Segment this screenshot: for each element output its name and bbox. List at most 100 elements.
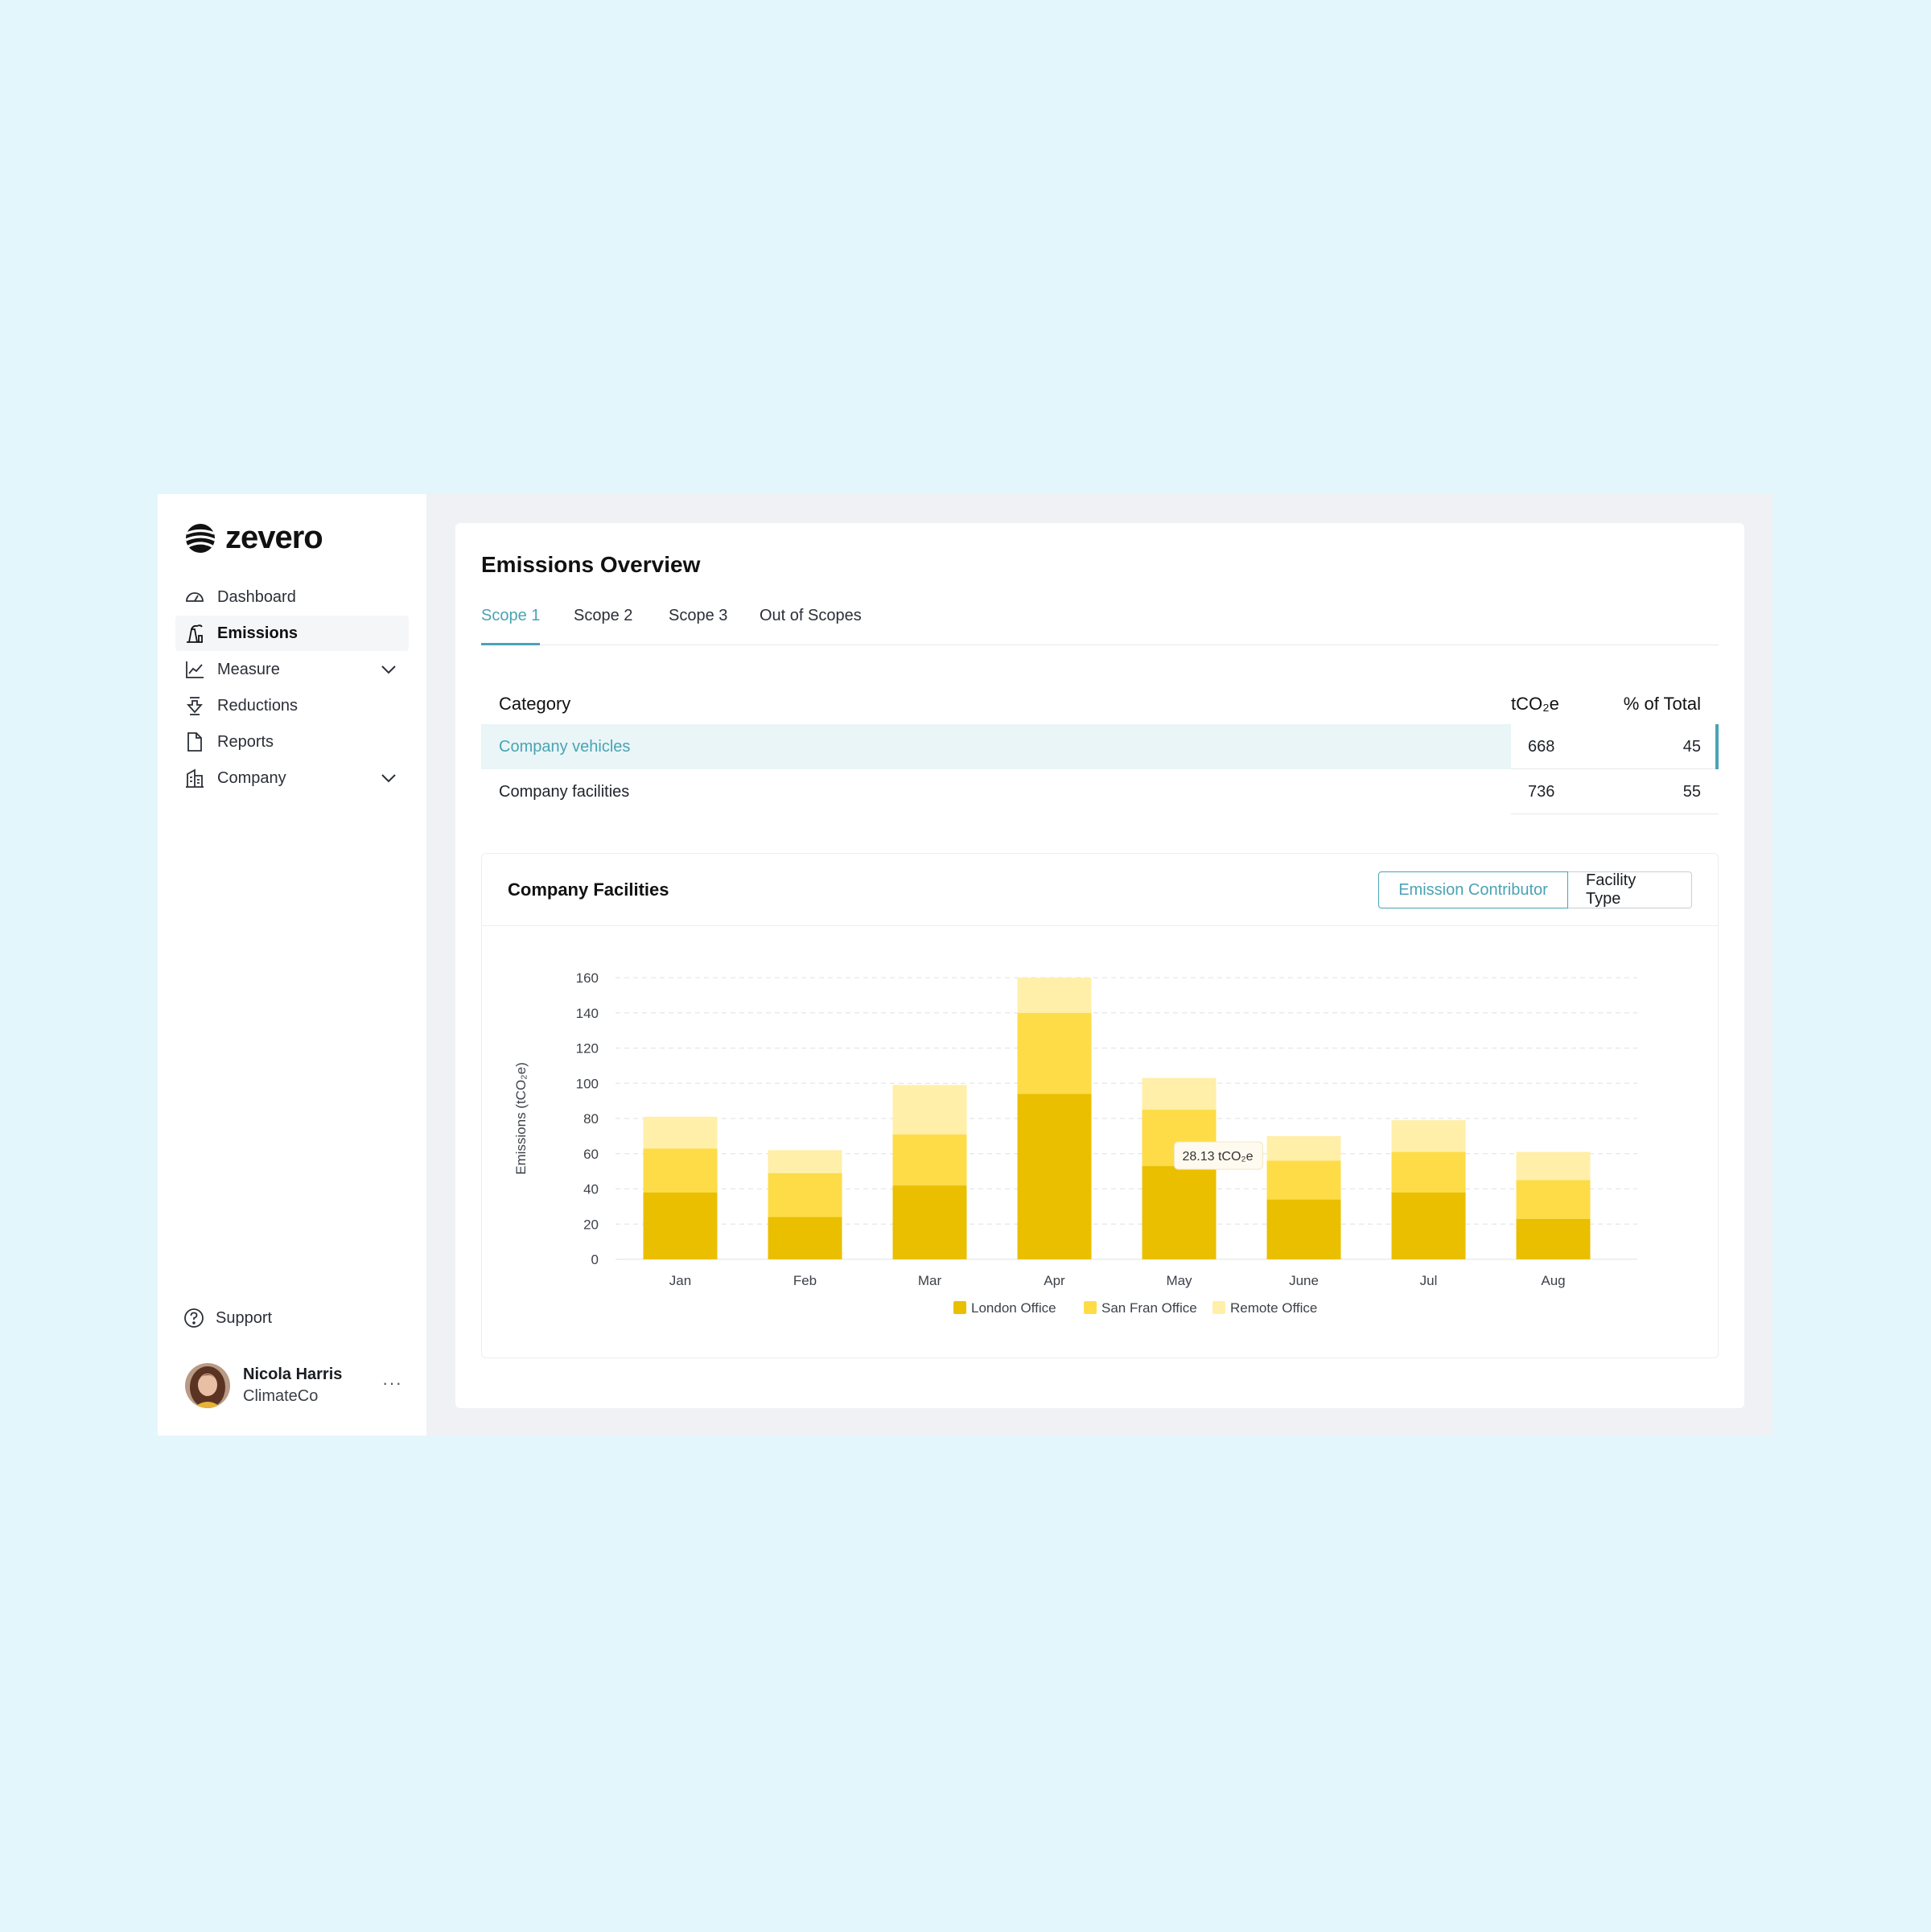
sidebar-item-company[interactable]: Company [175,760,409,796]
bar-aug-london-office[interactable] [1516,1218,1591,1259]
legend-item[interactable]: Remote Office [1230,1300,1317,1316]
bar-jul-remote-office[interactable] [1391,1120,1466,1152]
brand-logo[interactable]: zevero [185,520,323,556]
bar-may-remote-office[interactable] [1142,1077,1217,1110]
y-tick-label: 20 [583,1217,599,1232]
help-circle-icon [183,1308,204,1329]
app-window: zevero Dashboard Emissions Measure [158,494,1772,1436]
tab-scope-2[interactable]: Scope 2 [574,607,633,624]
category-table: Category tCO₂e % of Total Company vehicl… [481,684,1719,814]
bar-jan-remote-office[interactable] [643,1116,718,1149]
row-tco2e: 668 [1528,737,1555,756]
x-tick-label: Aug [1541,1273,1565,1288]
y-tick-label: 160 [576,970,599,986]
tab-scope-1[interactable]: Scope 1 [481,607,541,645]
chevron-down-icon[interactable] [380,661,397,682]
gauge-icon [183,586,206,608]
avatar[interactable] [185,1363,230,1408]
y-tick-label: 60 [583,1147,599,1162]
bar-mar-remote-office[interactable] [892,1085,967,1135]
y-tick-label: 120 [576,1041,599,1057]
row-tco2e: 736 [1528,782,1555,801]
panel-header: Company Facilities Emission Contributor … [482,854,1718,926]
legend-item[interactable]: London Office [971,1300,1056,1316]
sidebar-nav: Dashboard Emissions Measure [175,579,409,797]
building-icon [183,767,206,789]
bar-feb-london-office[interactable] [768,1217,842,1260]
y-tick-label: 80 [583,1111,599,1127]
sidebar: zevero Dashboard Emissions Measure [158,494,426,1436]
bar-mar-san-fran-office[interactable] [892,1134,967,1186]
factory-icon [183,622,206,645]
emissions-bar-chart: 0 20 40 60 80 100 120 140 160 Emissions (tCO₂e) Ja… [513,970,1637,1316]
y-tick-label: 0 [591,1252,599,1267]
y-tick-label: 100 [576,1076,599,1091]
bar-feb-remote-office[interactable] [768,1150,842,1173]
table-row[interactable]: Company facilities 736 55 [481,769,1719,814]
main-card: Emissions Overview Scope 1 Scope 2 Scope… [455,523,1744,1408]
scope-tabs: Scope 1 Scope 2 Scope 3 Out of Scopes [481,607,1719,645]
tooltip-text: 28.13 tCO₂e [1183,1150,1254,1164]
tab-scope-3[interactable]: Scope 3 [669,607,728,624]
bar-apr-san-fran-office[interactable] [1017,1012,1092,1094]
bar-jul-london-office[interactable] [1391,1192,1466,1259]
bar-jan-san-fran-office[interactable] [643,1148,718,1193]
x-tick-label: Feb [793,1273,817,1288]
bar-aug-san-fran-office[interactable] [1516,1180,1591,1219]
document-icon [183,731,206,753]
legend-swatch [1084,1301,1097,1314]
row-pct: 45 [1682,737,1701,756]
row-category[interactable]: Company facilities [499,782,630,801]
sidebar-item-reports[interactable]: Reports [175,724,409,760]
tooltip-box [1174,1141,1263,1170]
column-header-tco2e[interactable]: tCO₂e [1511,694,1559,714]
sidebar-item-reductions[interactable]: Reductions [175,688,409,723]
row-highlight [481,724,1511,769]
bar-feb-san-fran-office[interactable] [768,1172,842,1217]
user-profile[interactable]: Nicola Harris ClimateCo ··· [185,1361,402,1410]
page-title: Emissions Overview [481,552,701,577]
brand-name: zevero [225,520,323,555]
chevron-down-icon[interactable] [380,770,397,791]
column-header-category[interactable]: Category [499,694,571,714]
y-tick-label: 140 [576,1006,599,1021]
sidebar-item-measure[interactable]: Measure [175,652,409,687]
sidebar-item-support[interactable]: Support [183,1308,272,1329]
x-tick-label: Jul [1420,1273,1438,1288]
legend-item[interactable]: San Fran Office [1101,1300,1197,1316]
support-label: Support [216,1308,273,1327]
legend-swatch [1213,1301,1225,1314]
bar-jul-san-fran-office[interactable] [1391,1151,1466,1193]
selected-indicator [1715,724,1719,769]
column-header-pct[interactable]: % of Total [1623,694,1701,714]
sidebar-item-label: Reductions [217,696,299,715]
sidebar-item-label: Company [217,768,286,787]
table-row[interactable]: Company vehicles 668 45 [481,724,1719,769]
sidebar-item-emissions[interactable]: Emissions [175,616,409,651]
user-name: Nicola Harris [243,1366,343,1383]
bar-june-remote-office[interactable] [1266,1135,1341,1161]
more-options-icon[interactable]: ··· [382,1373,402,1393]
user-org: ClimateCo [243,1387,319,1405]
bar-apr-remote-office[interactable] [1017,978,1092,1013]
bar-apr-london-office[interactable] [1017,1094,1092,1259]
row-divider [1511,769,1719,814]
y-tick-label: 40 [583,1182,599,1197]
view-toggle: Emission Contributor Facility Type [1378,871,1692,908]
bar-jan-london-office[interactable] [643,1192,718,1259]
sidebar-item-label: Measure [217,660,280,678]
row-category[interactable]: Company vehicles [499,737,631,756]
bar-aug-remote-office[interactable] [1516,1151,1591,1180]
facility-type-button[interactable]: Facility Type [1568,871,1692,908]
tab-out-of-scopes[interactable]: Out of Scopes [760,607,862,624]
bar-mar-london-office[interactable] [892,1185,967,1259]
bar-june-london-office[interactable] [1266,1199,1341,1259]
x-tick-label: Jan [669,1273,691,1288]
bar-june-san-fran-office[interactable] [1266,1160,1341,1200]
sidebar-item-label: Emissions [217,624,299,642]
sidebar-item-label: Reports [217,732,274,751]
bar-may-london-office[interactable] [1142,1166,1217,1259]
emission-contributor-button[interactable]: Emission Contributor [1378,871,1568,908]
sidebar-item-label: Dashboard [217,587,296,606]
sidebar-item-dashboard[interactable]: Dashboard [175,579,409,615]
